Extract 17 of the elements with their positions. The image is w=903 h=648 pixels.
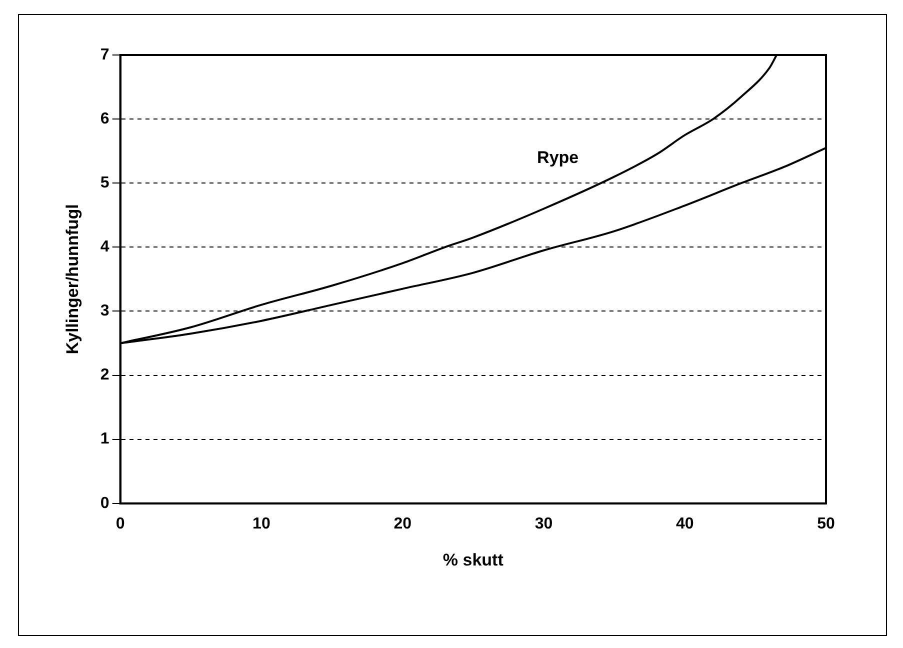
x-tick-label: 20 — [394, 515, 412, 532]
x-tick-label: 30 — [534, 515, 553, 532]
x-tick-label: 50 — [817, 515, 835, 532]
x-tick-label: 10 — [252, 515, 270, 532]
y-tick-label: 4 — [100, 238, 110, 256]
y-axis-title: Kyllinger/hunnfugl — [62, 204, 82, 354]
x-axis-title: % skutt — [442, 550, 504, 570]
y-tick-label: 3 — [100, 302, 110, 320]
y-tick-label: 0 — [100, 494, 110, 512]
annotation: Rype — [537, 148, 579, 167]
x-tick-label: 40 — [676, 515, 694, 532]
y-tick-label: 6 — [100, 110, 110, 128]
y-tick-label: 1 — [100, 430, 110, 448]
y-tick-label: 2 — [100, 366, 110, 384]
x-tick-label: 0 — [116, 515, 125, 532]
y-tick-label: 7 — [100, 46, 110, 64]
y-tick-label: 5 — [100, 174, 110, 192]
